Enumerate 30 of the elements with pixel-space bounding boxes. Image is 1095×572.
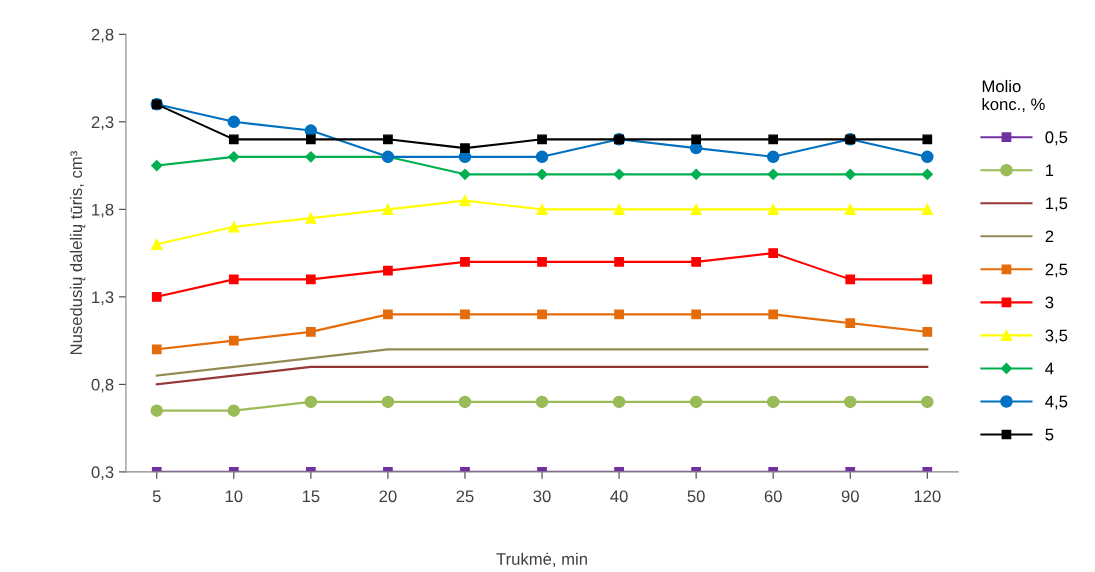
legend-label: 4 bbox=[1045, 362, 1054, 375]
x-tick-label: 90 bbox=[841, 490, 859, 503]
x-tick-label: 120 bbox=[914, 490, 941, 503]
x-tick-label: 30 bbox=[533, 490, 551, 503]
legend-label: 0,5 bbox=[1045, 131, 1068, 146]
x-axis-title: Trukmė, min bbox=[496, 552, 587, 567]
legend-label: 1,5 bbox=[1046, 197, 1068, 212]
legend-label: 2 bbox=[1045, 230, 1054, 243]
legend-label: 3,5 bbox=[1045, 329, 1068, 344]
x-tick-label: 25 bbox=[456, 490, 474, 503]
legend-title: Molio konc., % bbox=[982, 79, 1045, 113]
x-tick-label: 15 bbox=[302, 490, 320, 503]
legend-label: 3 bbox=[1045, 296, 1054, 309]
y-tick-label: 2,3 bbox=[91, 116, 114, 131]
x-tick-label: 10 bbox=[225, 490, 243, 503]
x-tick-label: 60 bbox=[764, 490, 782, 503]
legend-label: 1 bbox=[1046, 164, 1054, 177]
y-axis-title: Nusedusių dalelių tūris, cm³ bbox=[69, 151, 86, 355]
x-tick-label: 40 bbox=[610, 490, 628, 503]
y-tick-label: 1,8 bbox=[92, 203, 114, 218]
legend-label: 5 bbox=[1045, 428, 1054, 441]
y-tick-label: 0,3 bbox=[91, 466, 114, 481]
legend-label: 2,5 bbox=[1045, 263, 1068, 278]
x-tick-label: 50 bbox=[687, 490, 705, 503]
y-tick-label: 0,8 bbox=[91, 378, 114, 393]
x-tick-label: 5 bbox=[152, 490, 161, 503]
y-tick-label: 2,8 bbox=[91, 28, 114, 43]
x-tick-label: 20 bbox=[379, 490, 397, 503]
legend-label: 4,5 bbox=[1045, 395, 1068, 410]
y-tick-label: 1,3 bbox=[92, 291, 114, 306]
